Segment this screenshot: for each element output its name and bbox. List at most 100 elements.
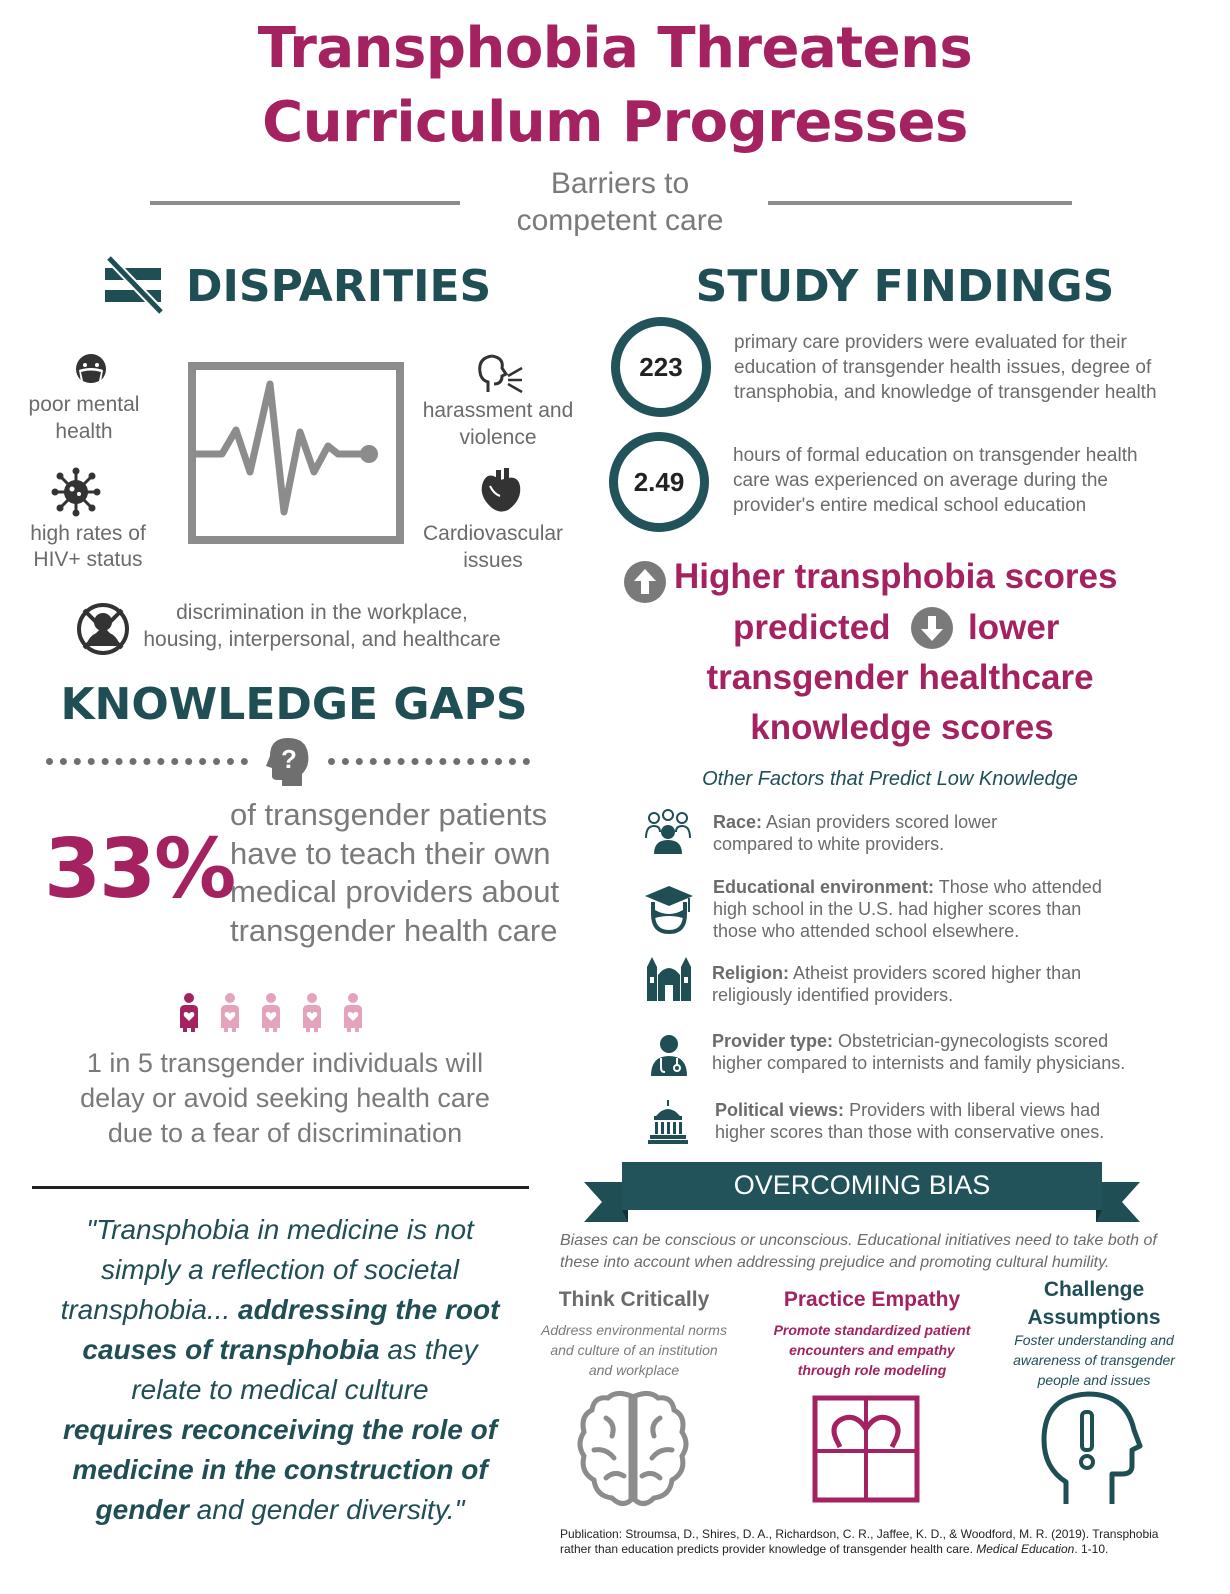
factor-provider-type-line-2: higher compared to internists and family… — [712, 1053, 1126, 1073]
doctor-icon — [651, 1035, 687, 1076]
ratio-line-3: due to a fear of discrimination — [107, 1118, 463, 1148]
stat-2-49-description: hours of formal education on transgender… — [733, 443, 1138, 518]
study-findings-heading: STUDY FINDINGS — [695, 261, 1115, 312]
stat-2-49-line-1: hours of formal education on transgender… — [733, 445, 1138, 466]
publication-citation: Publication: Stroumsa, D., Shires, D. A.… — [560, 1527, 1200, 1557]
factor-education: Educational environment: Those who atten… — [713, 876, 1102, 942]
quote-line-4b: as they — [379, 1334, 478, 1365]
quote-line-4a: causes of transphobia — [82, 1334, 380, 1365]
factor-education-title: Educational environment: — [713, 877, 935, 897]
quote-block: "Transphobia in medicine is not simply a… — [30, 1210, 530, 1530]
subtitle-rule-right — [768, 201, 1072, 205]
quote-line-3: transphobia... addressing the root — [30, 1290, 530, 1330]
disparity-label-cardio-1: Cardiovascular — [422, 522, 564, 545]
mask-face-icon — [76, 354, 106, 385]
quote-line-8a: gender — [95, 1494, 189, 1525]
quote-line-6: requires reconceiving the role of — [62, 1414, 498, 1445]
factor-education-line-2: high school in the U.S. had higher score… — [713, 899, 1082, 919]
publication-line-2a: rather than education predicts provider … — [560, 1542, 977, 1556]
equal-not-icon — [105, 254, 165, 316]
disparity-label-harassment-1: harassment and — [422, 399, 574, 422]
finding-line-1: Higher transphobia scores — [674, 557, 1118, 596]
overcoming-bias-intro: Biases can be conscious or unconscious. … — [560, 1230, 1180, 1274]
challenge-assumptions-desc-1: Foster understanding and — [1014, 1332, 1174, 1348]
quote-line-3b: addressing the root — [238, 1294, 500, 1325]
overcoming-bias-intro-line-2: these into account when addressing preju… — [560, 1254, 1110, 1271]
dotted-rule-right — [328, 758, 530, 765]
factors-heading: Other Factors that Predict Low Knowledge — [702, 768, 1078, 790]
person-icon — [344, 993, 362, 1032]
challenge-assumptions-desc-3: people and issues — [1037, 1372, 1151, 1388]
arrow-down-icon — [911, 607, 953, 649]
person-icon — [262, 993, 280, 1032]
factor-political-title: Political views: — [715, 1100, 845, 1120]
factor-education-line-3: those who attended school elsewhere. — [713, 921, 1020, 941]
quote-line-4: causes of transphobia as they — [30, 1330, 530, 1370]
graduate-icon — [645, 886, 693, 935]
disparity-label-mental-2: health — [55, 420, 113, 443]
discrimination-line-1: discrimination in the workplace, — [176, 601, 468, 624]
title-line-2: Curriculum Progresses — [262, 90, 968, 155]
overcoming-bias-title: OVERCOMING BIAS — [733, 1170, 991, 1200]
overcoming-bias-ribbon — [584, 1162, 1140, 1222]
quote-line-5: relate to medical culture — [131, 1374, 429, 1405]
factor-provider-type-line-1: Obstetrician-gynecologists scored — [833, 1031, 1109, 1051]
stat-ring-223: 223 — [611, 317, 711, 417]
think-critically-desc-2: and culture of an institution — [550, 1342, 718, 1358]
think-critically-desc: Address environmental norms and culture … — [534, 1320, 734, 1380]
disparity-label-cardio-2: issues — [463, 549, 523, 572]
factor-education-line-1: Those who attended — [934, 877, 1102, 897]
head-question-icon: ? — [266, 738, 309, 786]
overcoming-bias-intro-line-1: Biases can be conscious or unconscious. … — [560, 1232, 1157, 1249]
stat-2-49-line-3: provider's entire medical school educati… — [733, 495, 1087, 516]
factor-political: Political views: Providers with liberal … — [715, 1099, 1104, 1143]
quote-divider — [32, 1186, 529, 1189]
factor-race-line-2: compared to white providers. — [713, 834, 945, 854]
person-icon — [303, 993, 321, 1032]
quote-line-8: gender and gender diversity." — [30, 1490, 530, 1530]
factor-political-line-1: Providers with liberal views had — [844, 1100, 1101, 1120]
publication-journal: Medical Education — [976, 1542, 1075, 1556]
challenge-assumptions-desc: Foster understanding and awareness of tr… — [994, 1330, 1194, 1390]
capitol-icon — [648, 1100, 688, 1144]
practice-empathy-title: Practice Empathy — [783, 1288, 961, 1311]
stat-2-49-line-2: care was experienced on average during t… — [733, 470, 1108, 491]
finding-predicted: predicted — [733, 608, 891, 647]
factor-race-title: Race: — [713, 812, 763, 832]
challenge-assumptions-title-2: Assumptions — [1027, 1306, 1161, 1329]
group-people-icon — [645, 809, 691, 854]
quote-line-2: simply a reflection of societal — [101, 1254, 459, 1285]
subtitle-line-2: competent care — [516, 204, 724, 237]
stat-ring-2-49: 2.49 — [609, 432, 709, 532]
heartbeat-monitor-icon — [188, 362, 404, 544]
factor-religion-line-2: religiously identified providers. — [712, 985, 954, 1005]
challenge-assumptions-title-1: Challenge — [1043, 1278, 1145, 1301]
discrimination-icon — [77, 603, 129, 655]
religious-building-icon — [647, 957, 691, 1001]
ratio-person-icons — [176, 992, 376, 1034]
factor-religion-line-1: Atheist providers scored higher than — [789, 963, 1082, 983]
virus-icon — [51, 467, 101, 517]
person-icon — [221, 993, 239, 1032]
stat-33-line-2: have to teach their own — [230, 835, 551, 871]
title-line-1: Transphobia Threatens — [257, 16, 973, 81]
disparity-label-hiv-2: HIV+ status — [33, 548, 143, 571]
ratio-line-1: 1 in 5 transgender individuals will — [86, 1048, 484, 1078]
think-critically-desc-3: and workplace — [588, 1362, 680, 1378]
quote-line-8b: and gender diversity." — [188, 1494, 465, 1525]
factor-race: Race: Asian providers scored lower compa… — [713, 811, 997, 855]
factor-religion: Religion: Atheist providers scored highe… — [712, 962, 1081, 1006]
dotted-rule-left — [46, 758, 248, 765]
factor-race-line-1: Asian providers scored lower — [762, 812, 998, 832]
head-exclamation-icon — [1041, 1391, 1143, 1504]
heart-organ-icon — [481, 468, 521, 512]
arrow-up-icon — [624, 561, 666, 603]
heart-in-frame-icon — [812, 1395, 920, 1503]
factor-religion-title: Religion: — [712, 963, 789, 983]
quote-line-7: medicine in the construction of — [72, 1454, 488, 1485]
stat-33-line-4: transgender health care — [230, 912, 558, 948]
factor-political-line-2: higher scores than those with conservati… — [715, 1122, 1105, 1142]
stat-223-line-2: education of transgender health issues, … — [734, 357, 1152, 378]
practice-empathy-desc-3: through role modeling — [797, 1362, 947, 1378]
finding-line-3: transgender healthcare — [706, 658, 1094, 697]
